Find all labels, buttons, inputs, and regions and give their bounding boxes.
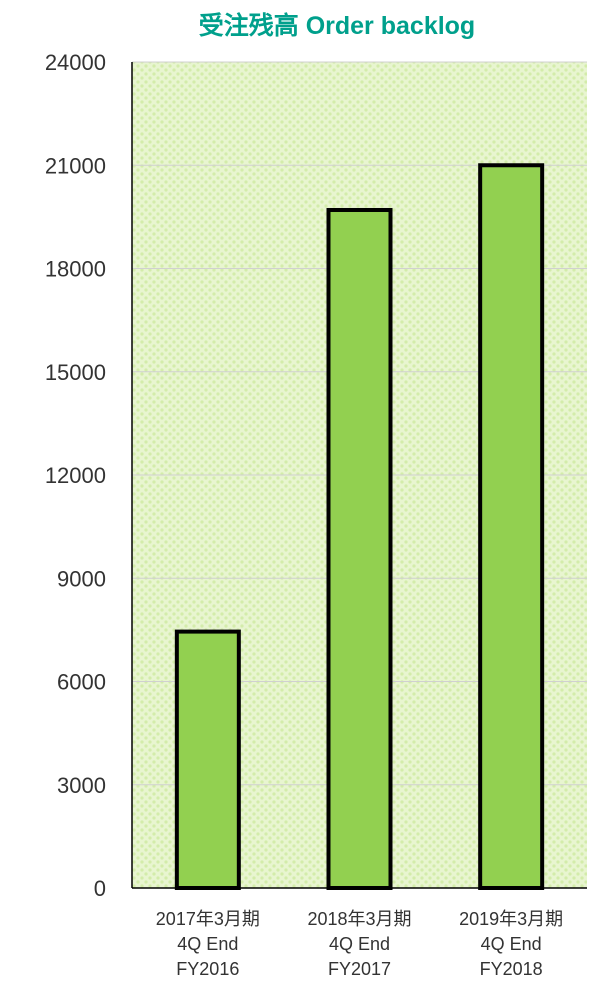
x-tick-label-line: 4Q End [329, 934, 390, 954]
x-axis-tick-labels: 2017年3月期 4Q End FY2016 2018年3月期 4Q End FY2017… [156, 909, 563, 979]
x-tick-label-line: 4Q End [177, 934, 238, 954]
y-tick-label: 6000 [57, 670, 106, 695]
x-tick-label-line: 2017年3月期 [156, 909, 260, 929]
y-axis-tick-labels: 0 3000 6000 9000 12000 15000 18000 21000 24000 [45, 50, 106, 901]
bar [174, 629, 241, 890]
x-tick-label: 2019年3月期 4Q End FY2018 [459, 909, 563, 979]
bar [478, 163, 545, 890]
x-tick-label: 2017年3月期 4Q End FY2016 [156, 909, 260, 979]
x-tick-label-line: 2019年3月期 [459, 909, 563, 929]
y-tick-label: 24000 [45, 50, 106, 75]
bars [174, 163, 545, 891]
y-tick-label: 12000 [45, 463, 106, 488]
y-tick-label: 18000 [45, 257, 106, 282]
y-tick-label: 9000 [57, 566, 106, 591]
y-tick-label: 15000 [45, 360, 106, 385]
x-tick-label-line: 2018年3月期 [307, 909, 411, 929]
x-tick-label: 2018年3月期 4Q End FY2017 [307, 909, 411, 979]
y-tick-label: 3000 [57, 773, 106, 798]
y-tick-label: 0 [94, 876, 106, 901]
x-tick-label-line: FY2018 [480, 959, 543, 979]
bar [326, 207, 393, 891]
x-tick-label-line: 4Q End [481, 934, 542, 954]
x-tick-label-line: FY2016 [176, 959, 239, 979]
chart-title: 受注残高 Order backlog [199, 11, 475, 40]
x-tick-label-line: FY2017 [328, 959, 391, 979]
y-tick-label: 21000 [45, 153, 106, 178]
